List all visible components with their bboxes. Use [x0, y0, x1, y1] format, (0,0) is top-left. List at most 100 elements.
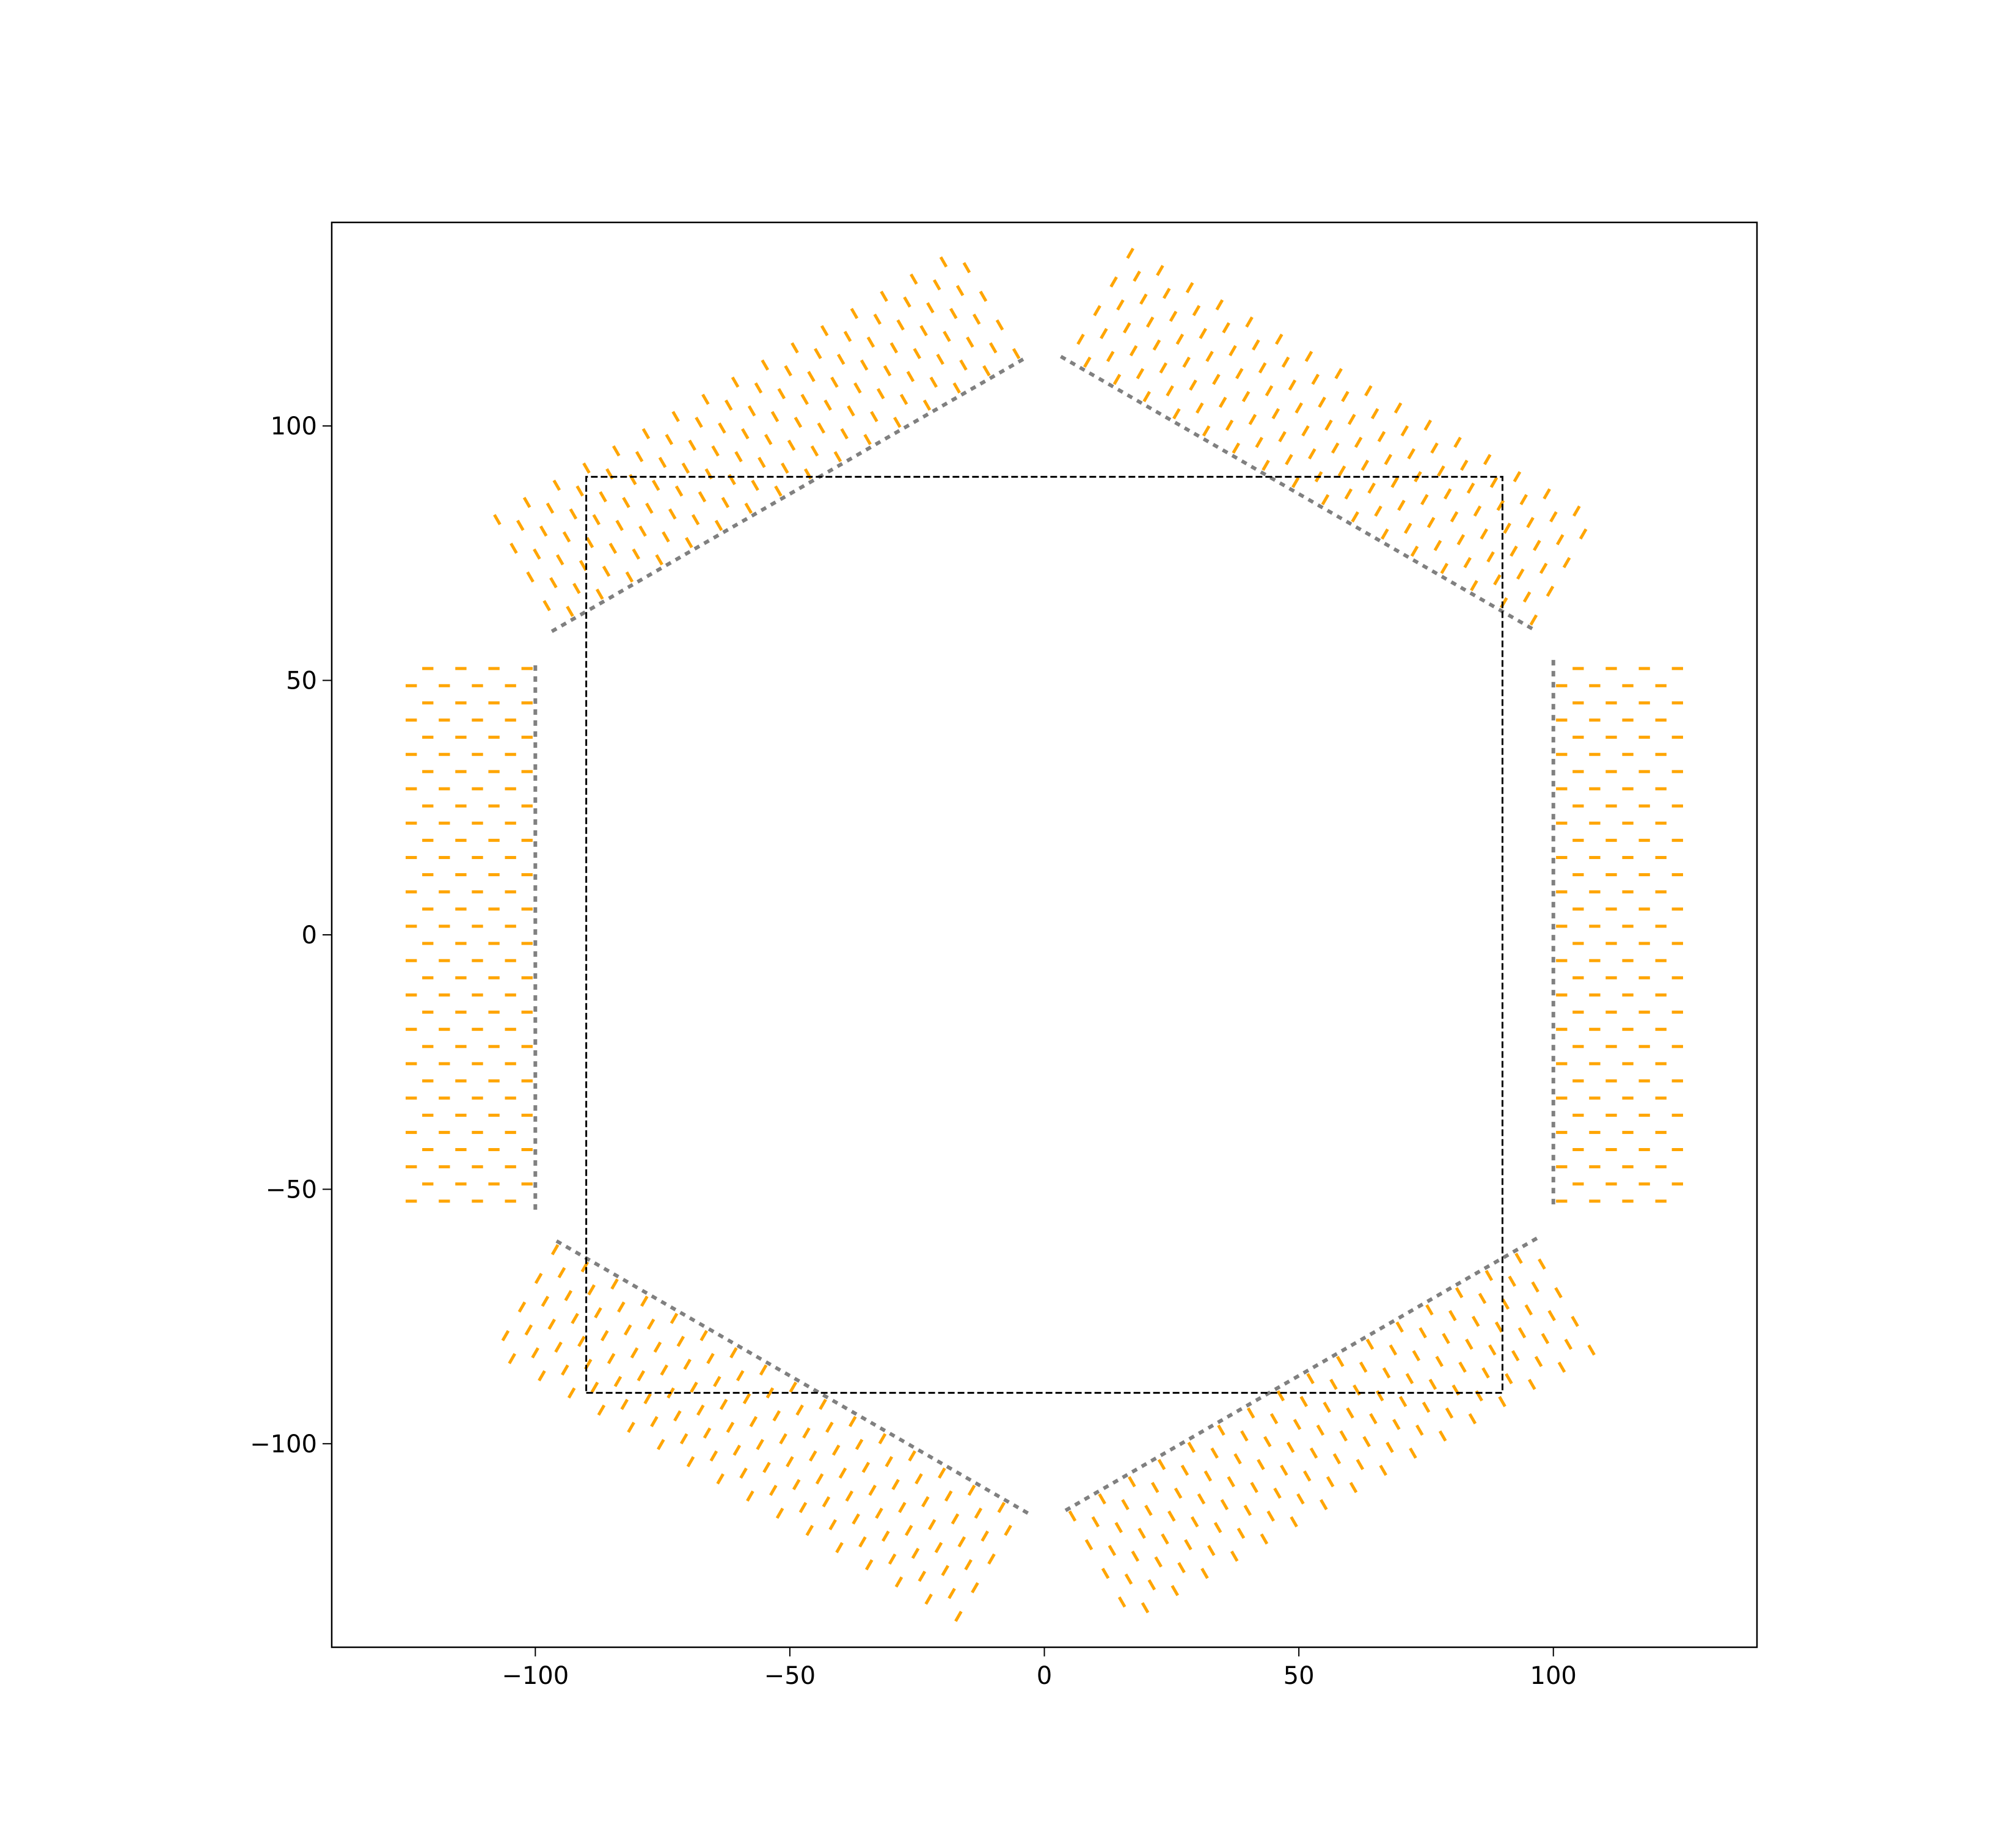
module-dash: [472, 718, 483, 722]
module-dash: [521, 976, 533, 979]
module-dash: [802, 1427, 811, 1439]
module-dash: [488, 873, 500, 877]
module-dash: [868, 1484, 877, 1496]
module-dash: [650, 1416, 659, 1427]
module-dash: [955, 285, 965, 296]
module-dash: [406, 684, 417, 687]
module-dash: [1480, 528, 1488, 540]
y-tick-label: 0: [302, 921, 317, 949]
module-dash: [564, 1290, 573, 1301]
module-dash: [921, 1496, 930, 1508]
module-dash: [595, 588, 604, 600]
module-dash: [590, 1381, 599, 1393]
module-dash: [1556, 924, 1568, 928]
module-dash: [864, 1559, 874, 1571]
module-dash: [1409, 1447, 1417, 1459]
module-dash: [1555, 534, 1565, 546]
module-inner-boundary: [550, 354, 1029, 633]
module-dash: [406, 787, 417, 791]
module-dash: [835, 1542, 844, 1554]
module-dash: [1572, 976, 1584, 979]
module-4: [501, 1244, 1012, 1622]
module-dash: [1139, 293, 1148, 305]
module-dash: [836, 353, 845, 365]
module-dash: [1232, 442, 1241, 454]
module-dash: [1233, 1453, 1242, 1465]
module-dash: [1321, 494, 1330, 505]
module-dash: [1392, 1419, 1401, 1430]
module-dash: [1302, 1470, 1312, 1482]
module-dash: [406, 1165, 417, 1169]
module-dash: [1638, 1079, 1650, 1083]
module-dash: [472, 1165, 483, 1169]
module-dash: [521, 907, 533, 911]
module-dash: [830, 376, 839, 388]
module-dash: [1605, 1182, 1617, 1186]
module-dash: [1147, 1579, 1156, 1591]
module-dash: [741, 428, 750, 440]
module-dash: [1381, 528, 1389, 540]
module-dash: [679, 1433, 688, 1444]
module-dash: [1473, 505, 1482, 517]
module-dash: [800, 393, 809, 405]
module-dash: [455, 736, 467, 739]
module-dash: [1348, 414, 1356, 425]
module-dash: [1605, 701, 1617, 704]
module-dash: [898, 1502, 907, 1513]
module-dash: [1517, 1327, 1527, 1339]
module-dash: [1605, 1148, 1617, 1152]
module-dash: [1175, 334, 1185, 345]
module-dash: [439, 1062, 450, 1066]
module-dash: [472, 1096, 483, 1100]
module-dash: [1572, 1148, 1584, 1152]
module-dash: [1344, 488, 1353, 500]
module-dash: [814, 348, 822, 359]
module-dash: [1393, 402, 1403, 414]
module-dash: [1554, 1287, 1563, 1298]
module-dash: [949, 307, 958, 320]
module-dash: [873, 313, 882, 325]
module-dash: [1437, 465, 1445, 477]
module-dash: [422, 976, 434, 979]
module-dash: [1655, 959, 1667, 962]
module-dash: [615, 519, 624, 532]
module-dash: [893, 417, 902, 428]
module-dash: [1265, 385, 1274, 397]
module-dash: [1407, 448, 1415, 459]
module-dash: [1622, 684, 1634, 687]
module-dash: [1655, 855, 1667, 859]
module-dash: [751, 480, 759, 491]
module-dash: [1403, 522, 1412, 534]
module-dash: [521, 701, 533, 704]
module-dash: [1278, 431, 1287, 442]
module-dash: [1351, 511, 1359, 523]
module-dash: [1295, 402, 1303, 414]
module-dash: [1638, 838, 1650, 842]
module-dash: [488, 838, 500, 842]
module-dash: [1498, 1396, 1507, 1408]
module-dash: [1671, 907, 1683, 911]
module-dash: [550, 1244, 560, 1256]
module-dash: [505, 890, 516, 894]
hexagon-modules: [406, 247, 1683, 1622]
module-dash: [1526, 517, 1535, 529]
module-dash: [709, 1450, 718, 1462]
module-dash: [889, 342, 899, 354]
module-dash: [1572, 667, 1584, 670]
module-dash: [691, 514, 700, 525]
module-dash: [655, 554, 663, 566]
module-dash: [488, 667, 500, 670]
module-dash: [1360, 459, 1370, 471]
module-2: [493, 256, 1021, 617]
module-dash: [1589, 959, 1601, 962]
module-dash: [583, 1358, 593, 1370]
module-dash: [635, 451, 644, 463]
module-dash: [1288, 379, 1297, 391]
module-dash: [927, 1519, 937, 1531]
module-dash: [1225, 419, 1234, 431]
module-dash: [1605, 736, 1617, 739]
module-dash: [505, 1062, 516, 1066]
module-dash: [1425, 1304, 1434, 1315]
module-dash: [1572, 838, 1584, 842]
module-dash: [1271, 408, 1280, 420]
